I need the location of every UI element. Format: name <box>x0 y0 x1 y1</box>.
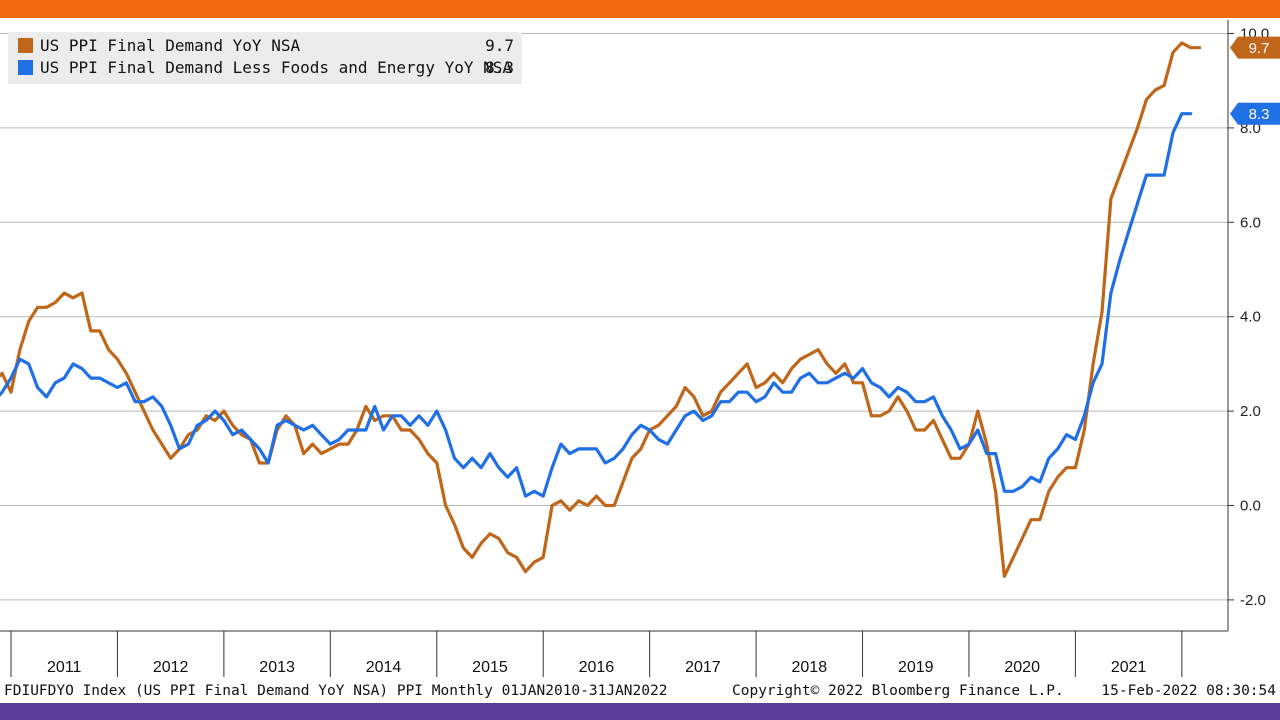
series-lines <box>0 41 1202 578</box>
footer-copyright: Copyright© 2022 Bloomberg Finance L.P. <box>732 683 1064 699</box>
x-tick-label: 2016 <box>579 659 615 676</box>
legend-label-ppi-final-demand: US PPI Final Demand YoY NSA <box>40 36 300 55</box>
legend-value-ppi-final-demand: 9.7 <box>485 36 514 55</box>
series-line-ppi-final-demand <box>0 41 1202 578</box>
legend-background <box>8 32 522 84</box>
x-tick-label: 2020 <box>1004 659 1040 676</box>
chart-footer: FDIUFDYO Index (US PPI Final Demand YoY … <box>4 683 1276 699</box>
x-tick-label: 2011 <box>47 659 82 676</box>
x-tick-label: 2019 <box>898 659 934 676</box>
y-tick-label: 6.0 <box>1240 214 1261 231</box>
y-tick-label: -2.0 <box>1240 592 1266 609</box>
x-tick-label: 2018 <box>792 659 828 676</box>
last-value-tag-ppi-final-demand <box>1230 36 1280 59</box>
legend-swatch-ppi-core <box>18 60 33 75</box>
legend: US PPI Final Demand YoY NSA 9.7 US PPI F… <box>8 32 522 84</box>
series-line-ppi-core <box>0 112 1193 498</box>
footer-description: FDIUFDYO Index (US PPI Final Demand YoY … <box>4 683 667 699</box>
x-tick-label: 2017 <box>685 659 721 676</box>
x-tick-label: 2013 <box>259 659 295 676</box>
legend-label-ppi-core: US PPI Final Demand Less Foods and Energ… <box>40 58 512 77</box>
x-tick-label: 2021 <box>1111 659 1147 676</box>
x-tick-label: 2014 <box>366 659 402 676</box>
legend-value-ppi-core: 8.3 <box>485 58 514 77</box>
last-value-tag-text-ppi-core: 8.3 <box>1249 106 1270 123</box>
x-tick-label: 2012 <box>153 659 189 676</box>
y-tick-label: 2.0 <box>1240 403 1261 420</box>
x-tick-label: 2015 <box>472 659 508 676</box>
bottom-accent-bar <box>0 703 1280 720</box>
y-tick-label: 4.0 <box>1240 309 1261 326</box>
y-axis: -2.00.02.04.06.08.010.0 <box>1227 20 1269 631</box>
gridlines <box>0 33 1228 601</box>
legend-swatch-ppi-final-demand <box>18 38 33 53</box>
last-value-tags: 9.7 8.3 <box>1230 36 1280 125</box>
x-axis: 2011 2012 2013 2014 2015 2016 2017 2018 2019 2020… <box>0 630 1228 677</box>
last-value-tag-ppi-core <box>1230 102 1280 125</box>
top-accent-bar <box>0 0 1280 18</box>
last-value-tag-text-ppi-final-demand: 9.7 <box>1249 40 1270 57</box>
y-tick-label: 0.0 <box>1240 498 1261 515</box>
line-chart: 2011 2012 2013 2014 2015 2016 2017 2018 2019 2020… <box>0 20 1280 699</box>
footer-timestamp: 15-Feb-2022 08:30:54 <box>1101 683 1276 699</box>
